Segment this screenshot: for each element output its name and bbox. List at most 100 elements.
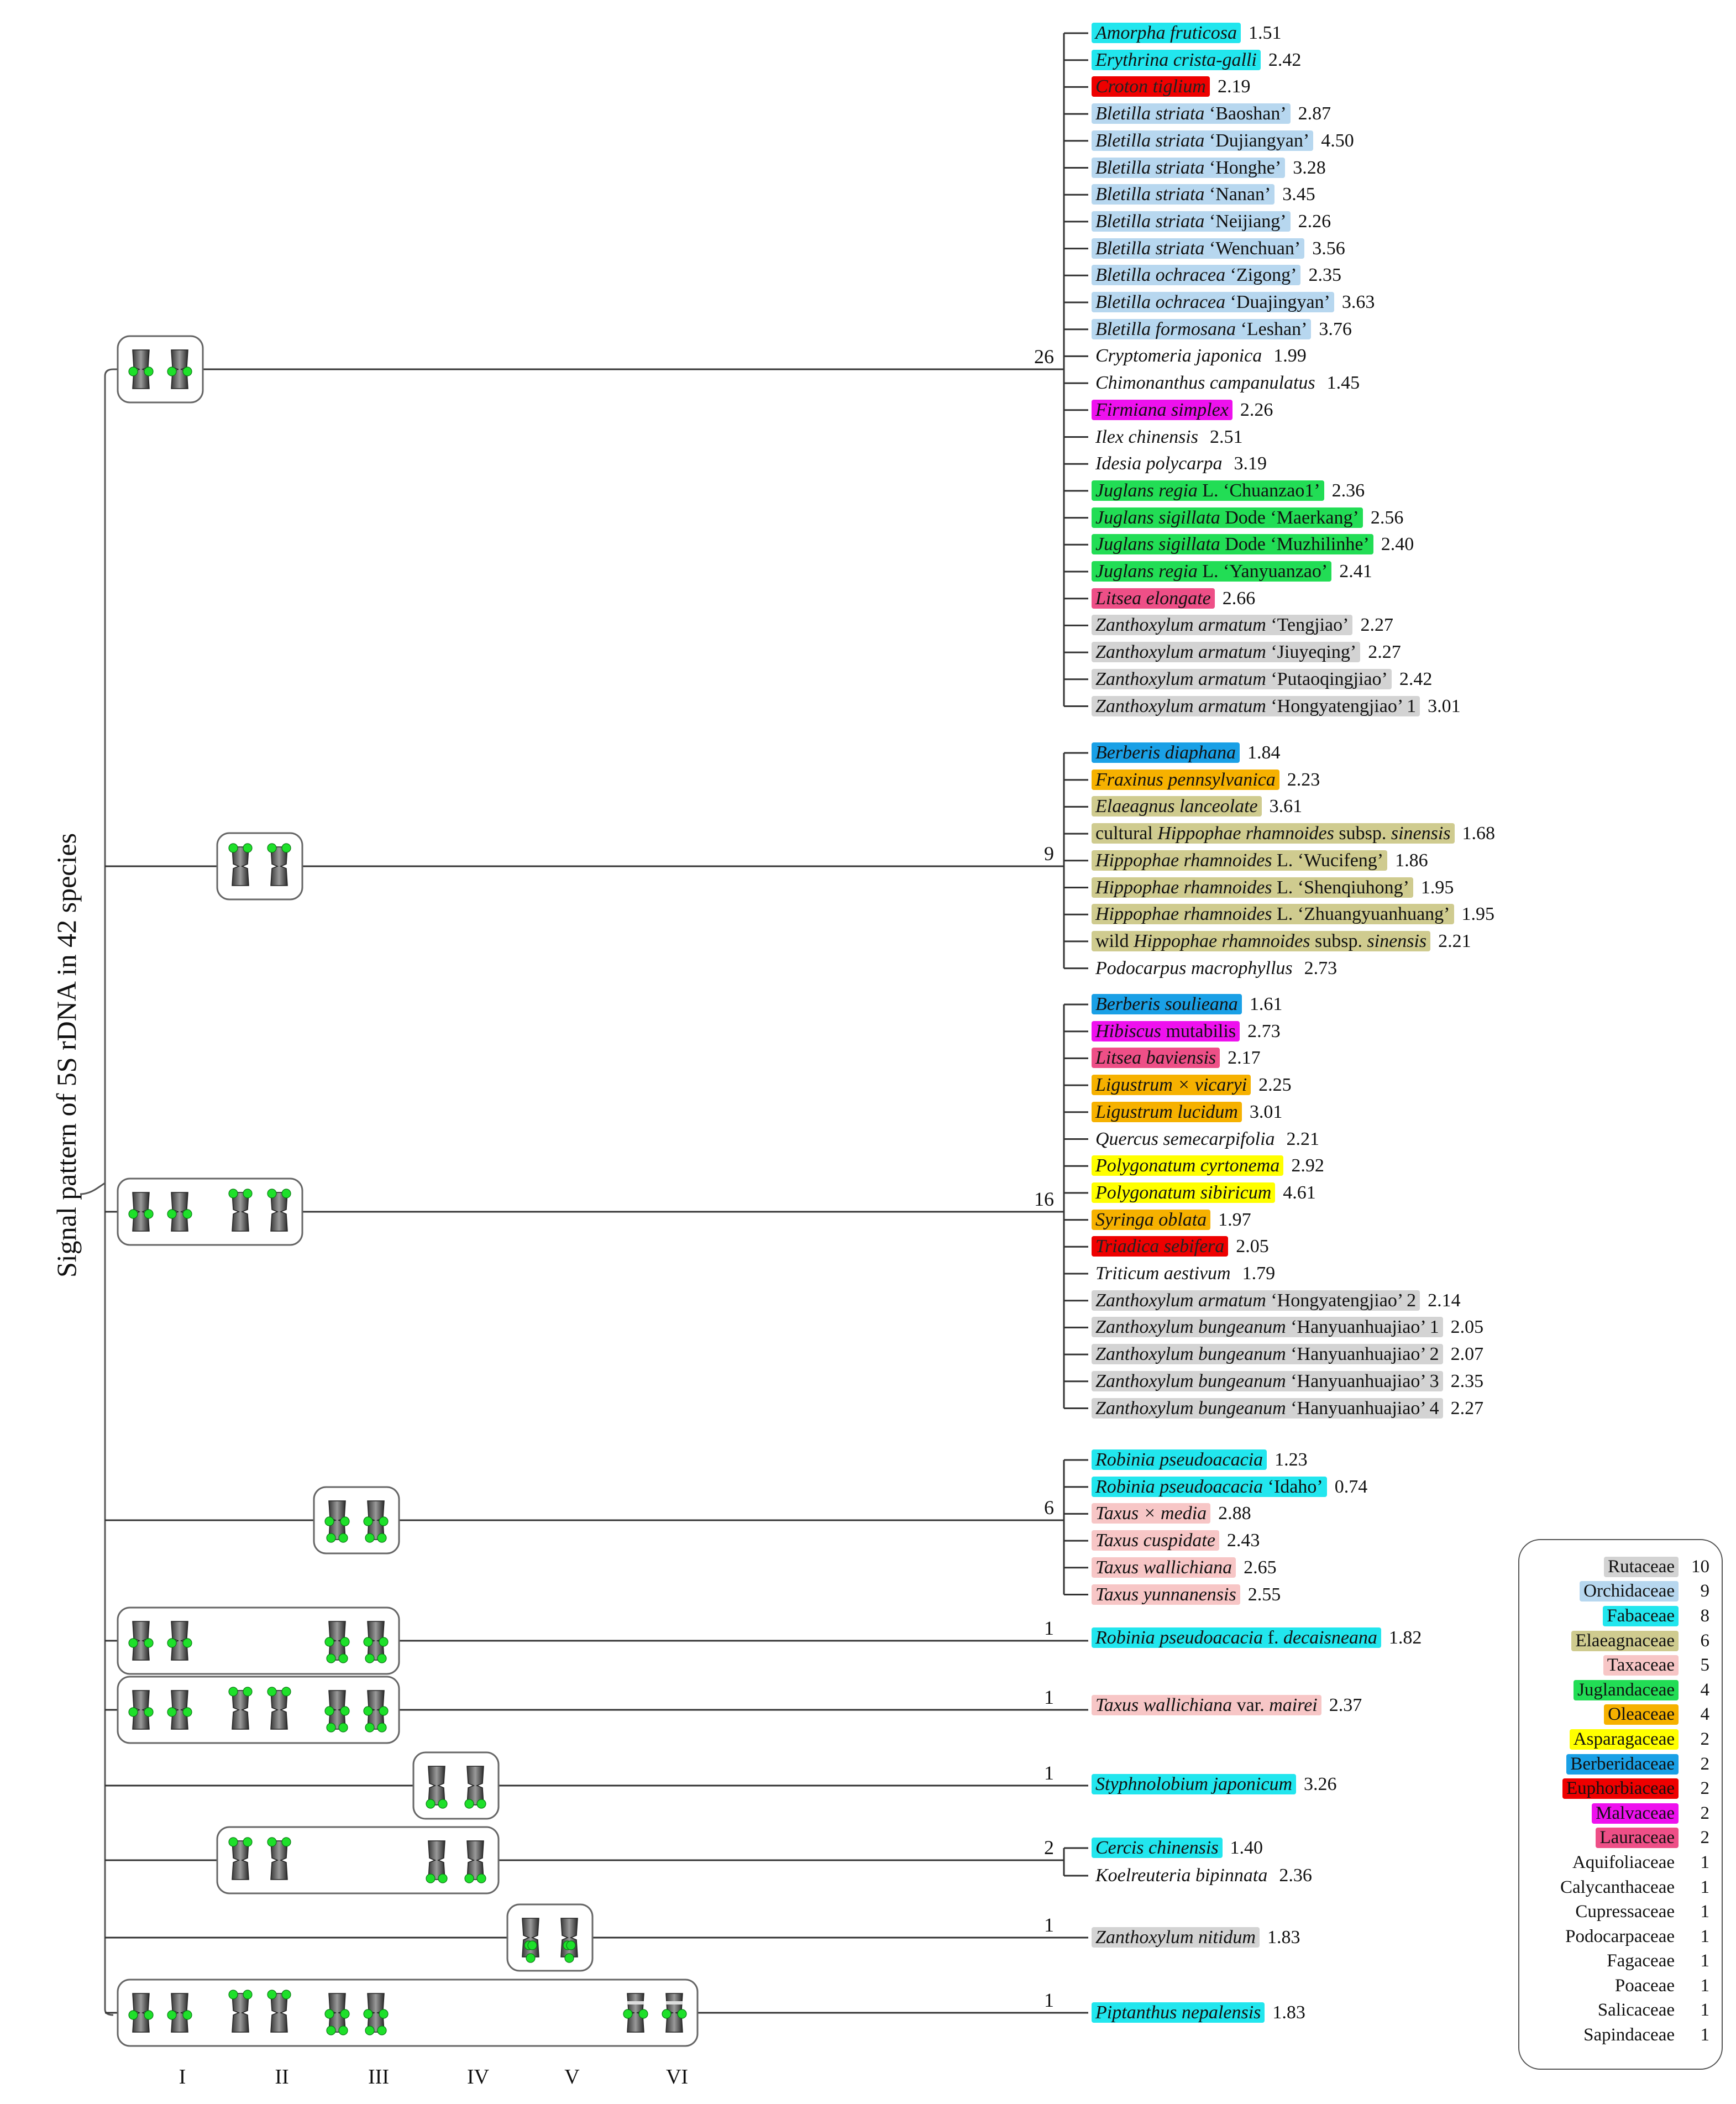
- signal-dot: [379, 2009, 389, 2019]
- species-label: Bletilla striata ‘Wenchuan’ 3.56: [1092, 237, 1345, 261]
- species-name: Erythrina crista-galli: [1092, 49, 1261, 70]
- species-label: Bletilla striata ‘Dujiangyan’ 4.50: [1092, 129, 1354, 153]
- species-value: 3.01: [1249, 1101, 1283, 1122]
- legend-item: Sapindaceae 1: [1519, 2023, 1722, 2048]
- legend-count: 2: [1700, 1754, 1710, 1774]
- signal-dot: [182, 1638, 192, 1648]
- species-value: 1.86: [1395, 850, 1428, 871]
- species-label: Erythrina crista-galli 2.42: [1092, 48, 1301, 72]
- signal-dot: [243, 1189, 253, 1198]
- signal-dot: [438, 1799, 448, 1809]
- species-label: Ligustrum × vicaryi 2.25: [1092, 1073, 1292, 1097]
- species-value: 2.14: [1428, 1290, 1461, 1311]
- species-name: Triticum aestivum: [1095, 1263, 1231, 1284]
- signal-dot: [363, 2009, 373, 2019]
- species-label: Zanthoxylum nitidum 1.83: [1092, 1925, 1300, 1950]
- species-label: Robinia pseudoacacia 1.23: [1092, 1448, 1308, 1472]
- species-value: 2.40: [1381, 534, 1414, 555]
- signal-dot: [128, 1638, 138, 1648]
- signal-dot: [324, 1516, 334, 1526]
- species-name: Taxus × media: [1092, 1503, 1211, 1524]
- species-label: Cercis chinensis 1.40: [1092, 1836, 1263, 1860]
- legend-count: 10: [1691, 1556, 1709, 1577]
- signal-dot: [128, 2010, 138, 2020]
- species-label: Triticum aestivum 1.79: [1092, 1262, 1275, 1286]
- legend-count: 1: [1700, 2000, 1710, 2021]
- legend-item: Malvaceae 2: [1519, 1801, 1722, 1826]
- species-value: 1.51: [1248, 23, 1282, 43]
- species-name: Zanthoxylum armatum ‘Tengjiao’: [1092, 615, 1353, 636]
- chromosome-glyph: [171, 349, 188, 389]
- signal-dot: [338, 1723, 348, 1733]
- species-name: Robinia pseudoacacia: [1092, 1449, 1267, 1470]
- species-label: Koelreuteria bipinnata 2.36: [1092, 1864, 1312, 1888]
- legend-item: Calycanthaceae 1: [1519, 1875, 1722, 1900]
- species-name: Cryptomeria japonica: [1095, 346, 1262, 367]
- species-label: Quercus semecarpifolia 2.21: [1092, 1127, 1319, 1152]
- species-label: cultural Hippophae rhamnoides subsp. sin…: [1092, 821, 1495, 846]
- species-value: 1.23: [1275, 1449, 1308, 1470]
- species-label: Bletilla striata ‘Nanan’ 3.45: [1092, 182, 1315, 207]
- species-label: Hippophae rhamnoides L. ‘Zhuangyuanhuang…: [1092, 902, 1494, 927]
- signal-dot: [228, 1189, 238, 1198]
- species-value: 2.27: [1450, 1398, 1484, 1419]
- species-name: Elaeagnus lanceolate: [1092, 796, 1262, 817]
- legend-item: Rutaceae 10: [1519, 1555, 1722, 1579]
- signal-dot: [167, 2010, 177, 2020]
- pattern-box-2: [216, 832, 303, 901]
- species-name: Bletilla striata ‘Wenchuan’: [1092, 238, 1305, 259]
- signal-dot: [326, 2026, 336, 2035]
- signal-dot: [228, 843, 238, 853]
- legend-family: Calycanthaceae: [1560, 1877, 1675, 1897]
- signal-dot: [182, 1209, 192, 1219]
- species-label: Zanthoxylum bungeanum ‘Hanyuanhuajiao’ 2…: [1092, 1342, 1483, 1367]
- species-value: 2.73: [1247, 1020, 1281, 1041]
- signal-dot: [623, 2009, 633, 2019]
- signal-dot: [267, 1837, 277, 1847]
- legend-item: Cupressaceae 1: [1519, 1899, 1722, 1924]
- legend-count: 2: [1700, 1803, 1710, 1823]
- root-bracket: [80, 368, 133, 2016]
- chromosome-glyph: [270, 1993, 288, 2033]
- legend-family: Berberidaceae: [1566, 1754, 1679, 1775]
- legend-count: 1: [1700, 2025, 1710, 2045]
- species-name: Robinia pseudoacacia ‘Idaho’: [1092, 1476, 1327, 1497]
- species-label: Fraxinus pennsylvanica 2.23: [1092, 768, 1320, 792]
- species-name: Litsea baviensis: [1092, 1048, 1220, 1069]
- pattern-label-VI: VI: [665, 2065, 689, 2089]
- species-value: 2.26: [1240, 399, 1273, 420]
- species-value: 1.82: [1388, 1627, 1422, 1648]
- signal-dot: [144, 367, 154, 376]
- signal-dot: [182, 1707, 192, 1717]
- clade-count: 6: [1044, 1496, 1054, 1519]
- species-label: Bletilla ochracea ‘Duajingyan’ 3.63: [1092, 290, 1375, 315]
- species-label: Litsea baviensis 2.17: [1092, 1046, 1261, 1070]
- signal-dot: [326, 1723, 336, 1733]
- signal-dot: [377, 2026, 387, 2035]
- pattern-box-1: [117, 335, 204, 404]
- species-name: Styphnolobium japonicum: [1092, 1774, 1297, 1794]
- clade-count: 1: [1044, 1686, 1054, 1708]
- signal-dot: [365, 2026, 375, 2035]
- signal-dot: [326, 1653, 336, 1663]
- legend-family: Poaceae: [1614, 1975, 1675, 1996]
- species-name: Piptanthus nepalensis: [1092, 2002, 1265, 2023]
- species-name: Hippophae rhamnoides L. ‘Zhuangyuanhuang…: [1092, 904, 1454, 925]
- species-name: Bletilla ochracea ‘Duajingyan’: [1092, 292, 1334, 312]
- species-value: 1.79: [1242, 1263, 1276, 1284]
- species-label: Polygonatum cyrtonema 2.92: [1092, 1154, 1324, 1178]
- pattern-box-5: [117, 1606, 400, 1675]
- chromosome-glyph: [132, 1993, 150, 2033]
- signal-dot: [326, 1533, 336, 1543]
- chromosome-glyph: [171, 1993, 188, 2033]
- species-label: Ligustrum lucidum 3.01: [1092, 1100, 1282, 1124]
- chromosome-glyph: [270, 1192, 288, 1232]
- species-label: Litsea elongate 2.66: [1092, 587, 1255, 611]
- family-legend: Rutaceae 10 Orchidaceae 9 Fabaceae 8 Elaeagnac…: [1518, 1539, 1723, 2070]
- species-name: Quercus semecarpifolia: [1095, 1128, 1275, 1149]
- signal-dot: [243, 843, 253, 853]
- chromosome-glyph: [132, 1192, 150, 1232]
- species-label: Taxus yunnanensis 2.55: [1092, 1583, 1281, 1607]
- clade-count: 1: [1044, 1914, 1054, 1936]
- signal-dot: [363, 1637, 373, 1647]
